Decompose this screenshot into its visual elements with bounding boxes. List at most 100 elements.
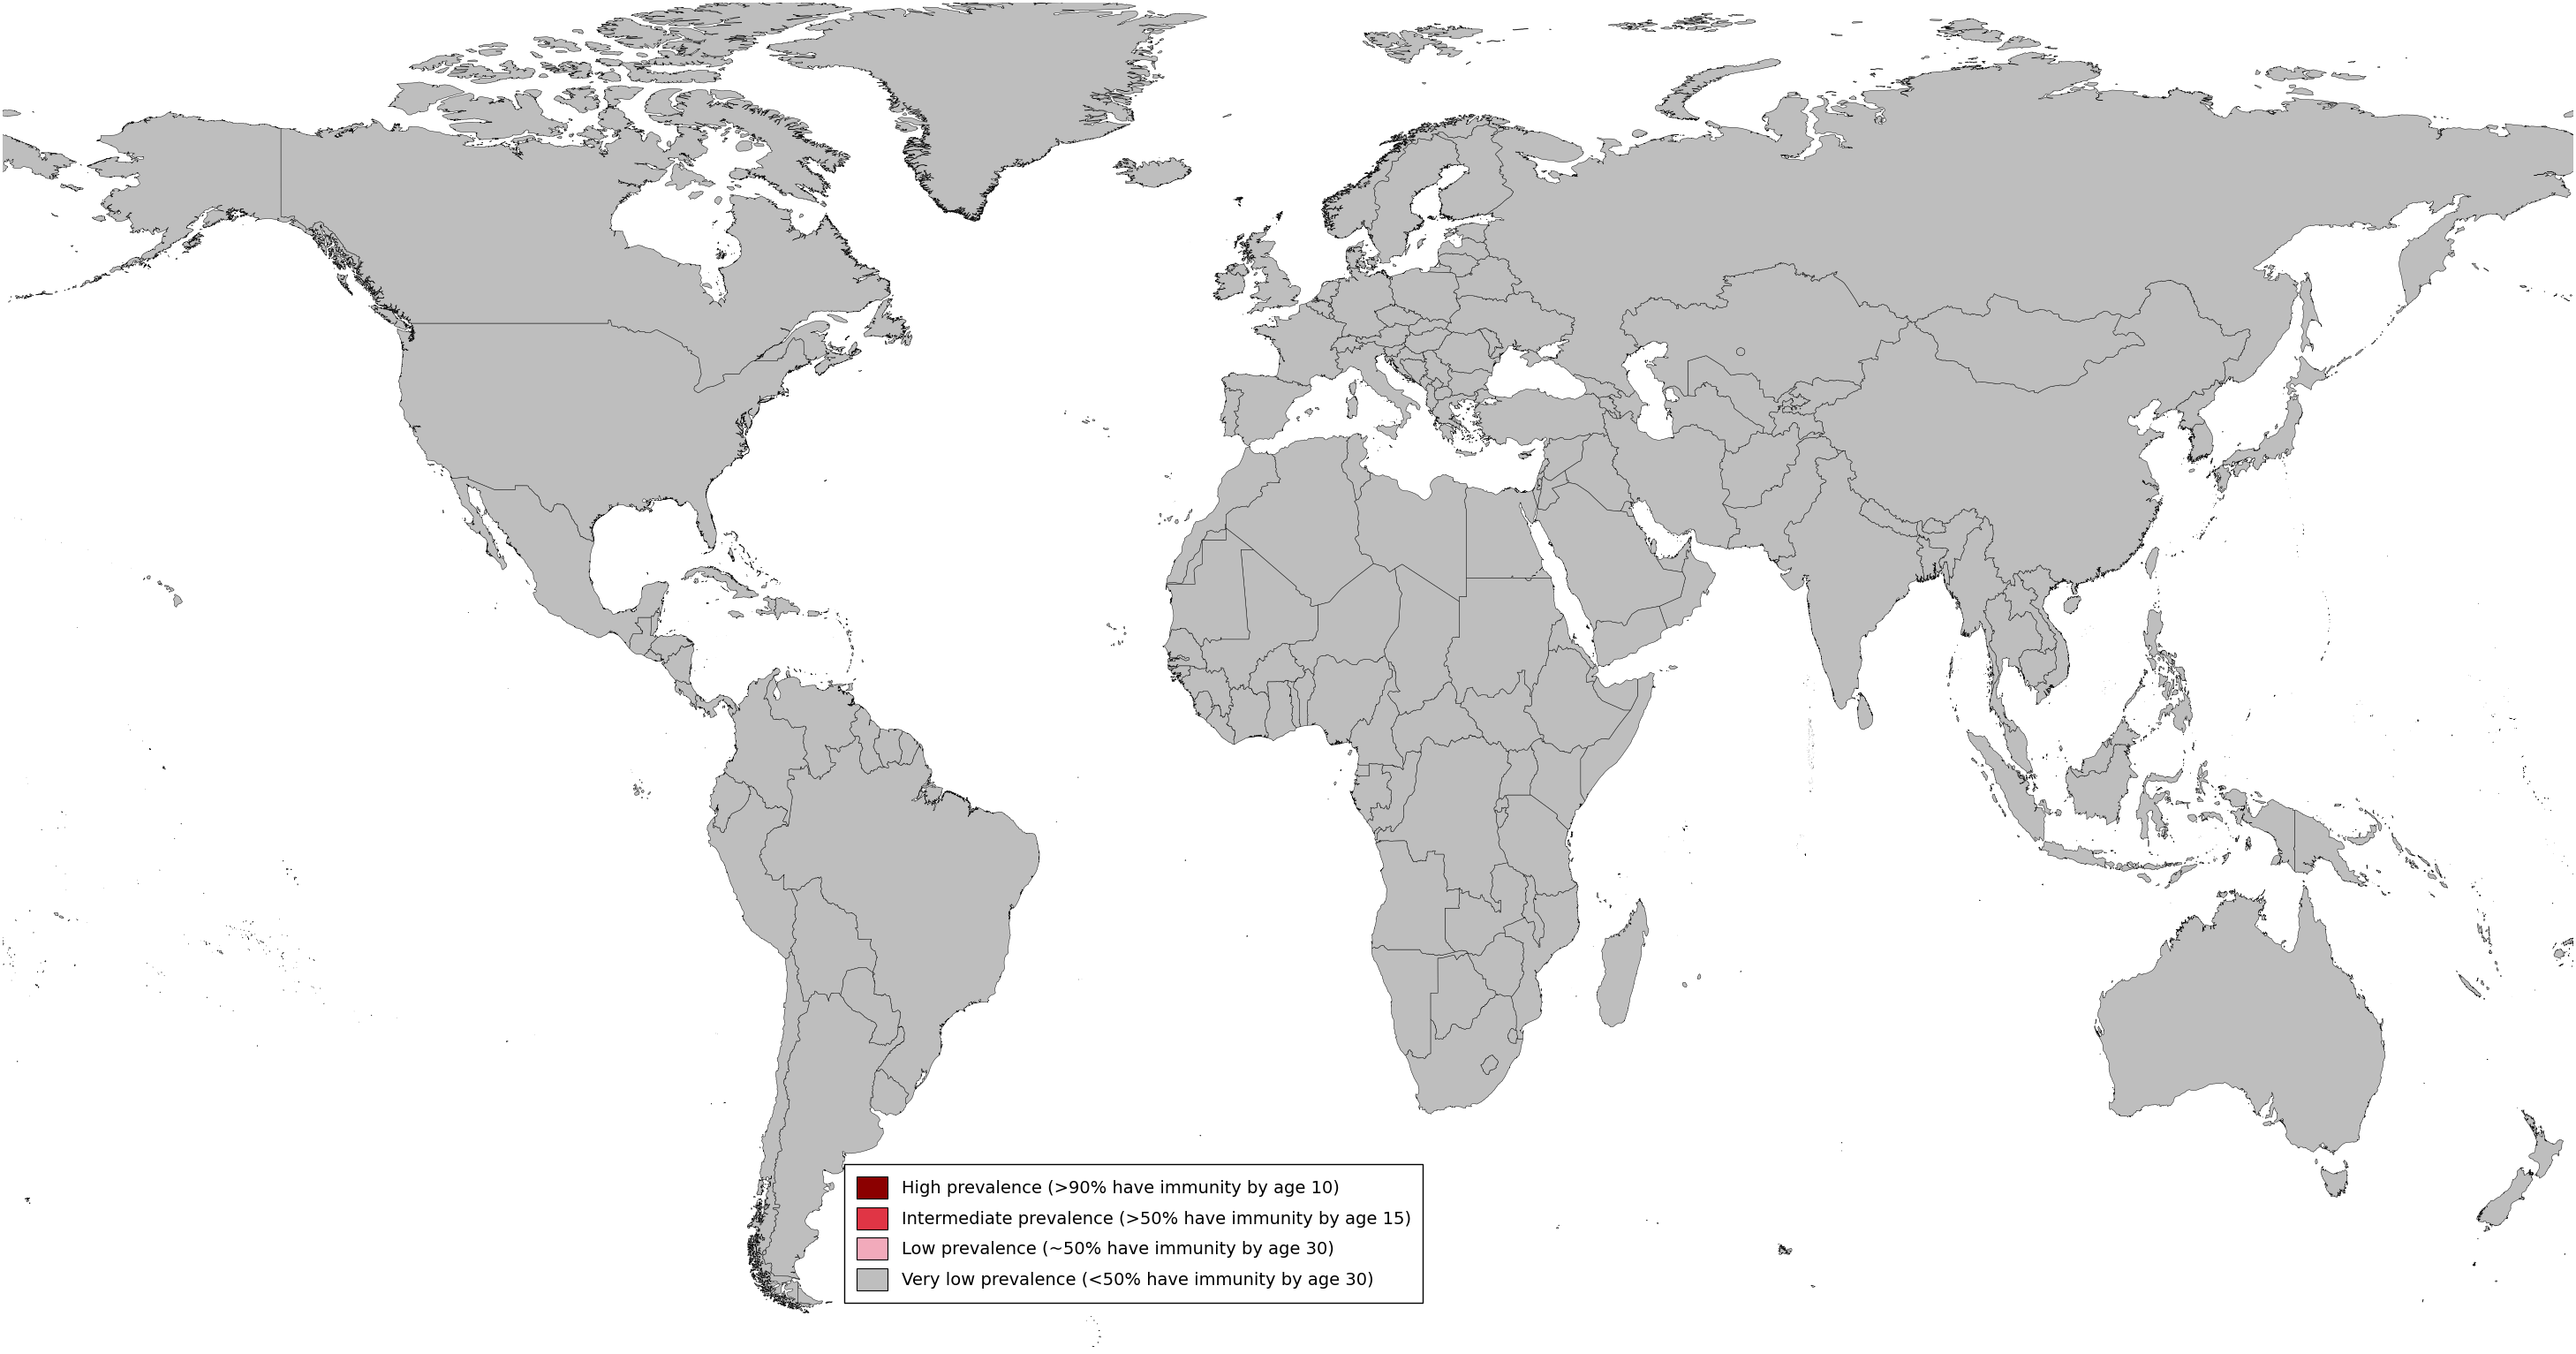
PathPatch shape: [15, 910, 31, 921]
PathPatch shape: [1566, 433, 1636, 512]
PathPatch shape: [1602, 410, 1741, 550]
PathPatch shape: [1180, 666, 1234, 718]
PathPatch shape: [1432, 330, 1499, 374]
PathPatch shape: [719, 532, 768, 588]
PathPatch shape: [1620, 501, 1633, 516]
PathPatch shape: [1533, 478, 1543, 492]
PathPatch shape: [2324, 592, 2329, 653]
PathPatch shape: [1185, 860, 1247, 1167]
PathPatch shape: [873, 728, 902, 768]
PathPatch shape: [1388, 445, 1391, 448]
PathPatch shape: [706, 785, 799, 959]
PathPatch shape: [1443, 575, 1564, 704]
PathPatch shape: [1522, 873, 1546, 948]
PathPatch shape: [1370, 945, 1468, 1059]
PathPatch shape: [1517, 454, 1533, 459]
PathPatch shape: [729, 611, 744, 619]
PathPatch shape: [281, 1, 912, 393]
PathPatch shape: [1481, 1055, 1499, 1075]
PathPatch shape: [1391, 681, 1484, 765]
PathPatch shape: [2545, 839, 2573, 875]
PathPatch shape: [1736, 348, 1744, 356]
PathPatch shape: [185, 861, 325, 1047]
PathPatch shape: [842, 619, 848, 626]
PathPatch shape: [840, 968, 902, 1045]
PathPatch shape: [762, 991, 904, 1305]
PathPatch shape: [1471, 389, 1607, 448]
PathPatch shape: [706, 598, 719, 604]
PathPatch shape: [1167, 655, 1190, 662]
PathPatch shape: [1453, 256, 1522, 302]
PathPatch shape: [1437, 253, 1479, 278]
PathPatch shape: [1427, 391, 1489, 458]
PathPatch shape: [1435, 386, 1453, 401]
PathPatch shape: [1538, 471, 1569, 510]
PathPatch shape: [1288, 681, 1301, 728]
PathPatch shape: [1533, 470, 1543, 508]
PathPatch shape: [773, 597, 801, 620]
PathPatch shape: [1620, 263, 1911, 402]
PathPatch shape: [1978, 884, 2043, 900]
PathPatch shape: [1811, 1285, 1816, 1288]
PathPatch shape: [1656, 539, 1690, 573]
PathPatch shape: [1332, 334, 1363, 353]
PathPatch shape: [1857, 693, 1873, 730]
PathPatch shape: [2094, 873, 2424, 1303]
PathPatch shape: [631, 770, 750, 833]
PathPatch shape: [1234, 196, 1244, 206]
PathPatch shape: [1494, 807, 1507, 827]
PathPatch shape: [1170, 666, 1190, 682]
PathPatch shape: [1329, 750, 1368, 799]
PathPatch shape: [1574, 375, 1620, 398]
PathPatch shape: [3, 14, 2573, 397]
PathPatch shape: [103, 869, 165, 992]
PathPatch shape: [1435, 125, 1515, 221]
PathPatch shape: [1213, 263, 1244, 301]
Legend: High prevalence (>90% have immunity by age 10), Intermediate prevalence (>50% ha: High prevalence (>90% have immunity by a…: [845, 1164, 1422, 1303]
PathPatch shape: [2017, 565, 2071, 704]
PathPatch shape: [41, 741, 2550, 894]
PathPatch shape: [1597, 395, 1620, 418]
PathPatch shape: [804, 611, 822, 616]
PathPatch shape: [644, 649, 662, 661]
PathPatch shape: [1270, 317, 1273, 320]
PathPatch shape: [1167, 447, 1280, 584]
PathPatch shape: [1167, 524, 1226, 589]
PathPatch shape: [1548, 616, 1597, 669]
PathPatch shape: [2226, 709, 2251, 758]
PathPatch shape: [2295, 799, 2401, 895]
PathPatch shape: [1355, 473, 1468, 601]
PathPatch shape: [1404, 328, 1450, 353]
PathPatch shape: [2478, 909, 2501, 976]
PathPatch shape: [1999, 716, 2141, 777]
PathPatch shape: [762, 1250, 765, 1255]
PathPatch shape: [1535, 482, 1685, 631]
PathPatch shape: [2468, 647, 2517, 742]
PathPatch shape: [2102, 573, 2105, 577]
PathPatch shape: [652, 611, 662, 635]
PathPatch shape: [799, 280, 1340, 672]
PathPatch shape: [1468, 933, 1525, 997]
PathPatch shape: [1350, 764, 1391, 823]
PathPatch shape: [1206, 704, 1236, 745]
PathPatch shape: [2458, 971, 2512, 999]
PathPatch shape: [1597, 898, 1649, 1026]
PathPatch shape: [1592, 607, 1677, 672]
PathPatch shape: [1914, 294, 2143, 393]
PathPatch shape: [1662, 382, 1765, 454]
PathPatch shape: [1659, 536, 1716, 628]
PathPatch shape: [1193, 691, 1213, 720]
PathPatch shape: [765, 638, 860, 780]
PathPatch shape: [1015, 1294, 1100, 1347]
PathPatch shape: [1226, 684, 1270, 745]
PathPatch shape: [1479, 328, 1504, 356]
PathPatch shape: [1723, 436, 1839, 562]
PathPatch shape: [1345, 241, 1396, 271]
PathPatch shape: [1520, 454, 1530, 455]
PathPatch shape: [1445, 862, 1528, 956]
PathPatch shape: [1427, 215, 1437, 221]
PathPatch shape: [680, 566, 757, 598]
PathPatch shape: [848, 303, 1687, 987]
PathPatch shape: [848, 668, 850, 672]
PathPatch shape: [1249, 643, 1306, 697]
